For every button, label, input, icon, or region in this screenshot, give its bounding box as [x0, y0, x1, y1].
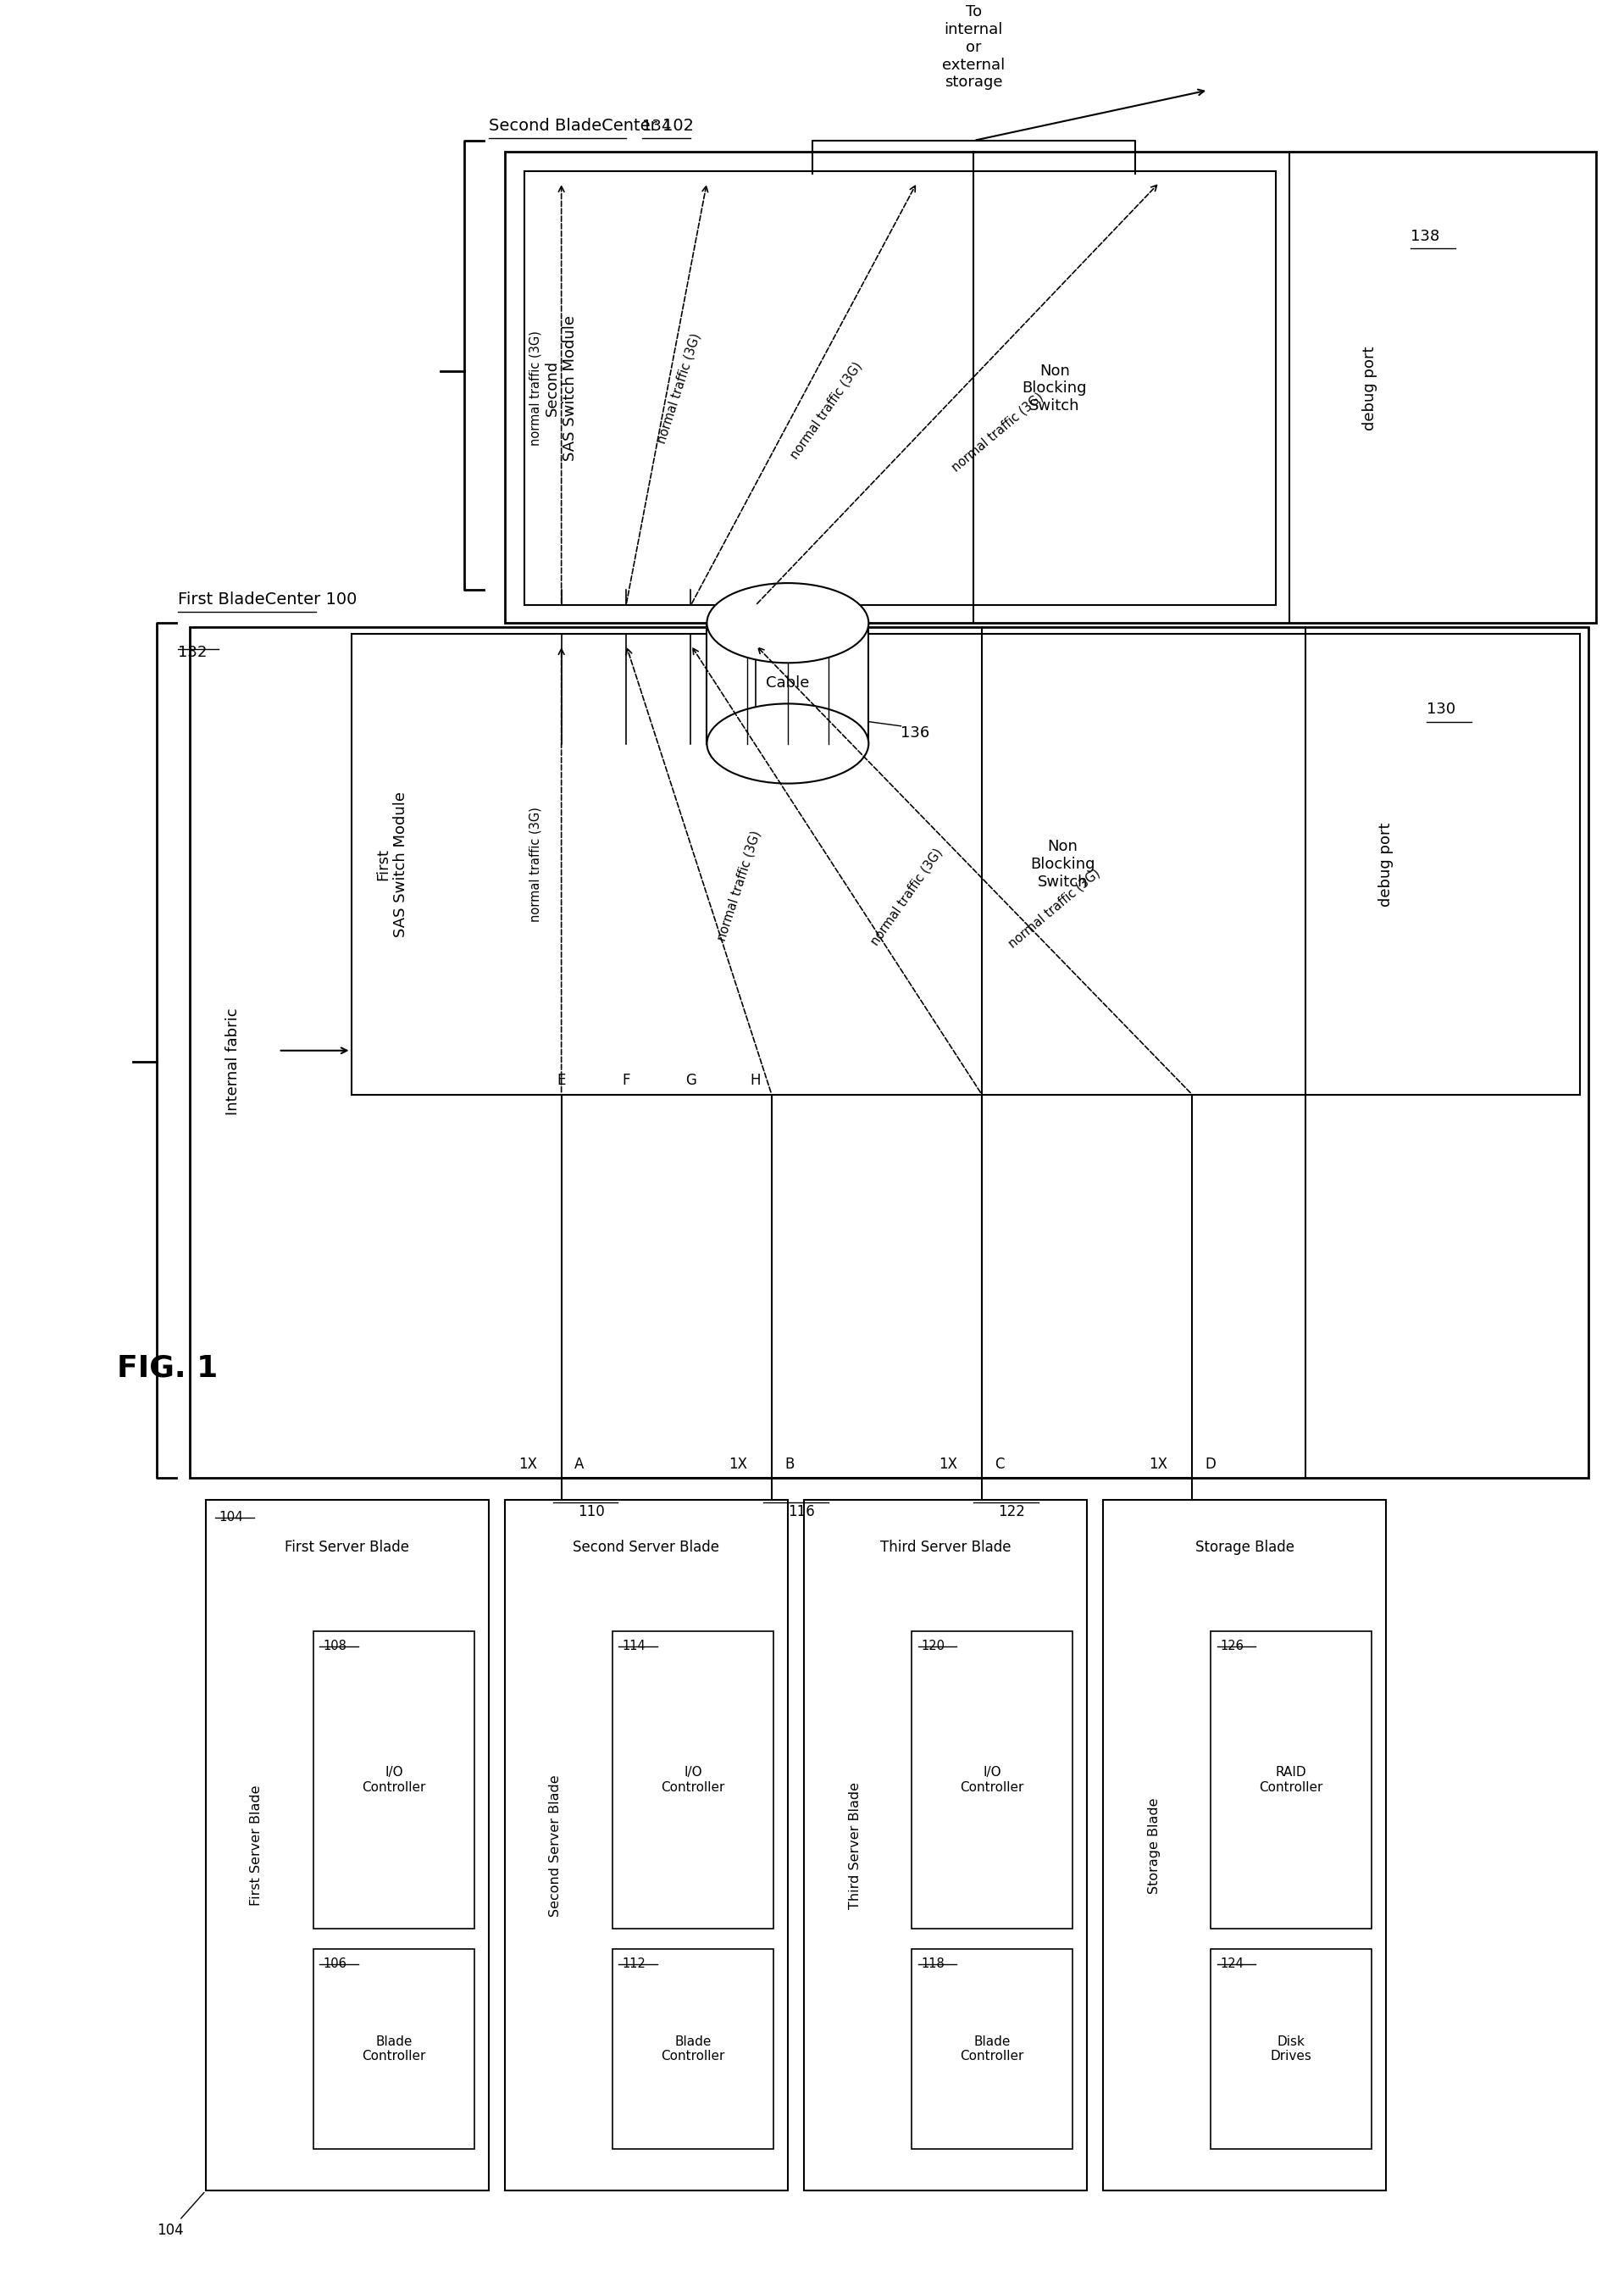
Text: Internal fabric: Internal fabric: [226, 1009, 240, 1116]
Text: 1X: 1X: [939, 1456, 958, 1472]
Text: normal traffic (3G): normal traffic (3G): [869, 847, 945, 947]
Text: 114: 114: [622, 1641, 645, 1652]
Text: Second Server Blade: Second Server Blade: [549, 1775, 562, 1917]
Bar: [206, 1499, 489, 2191]
Text: normal traffic (3G): normal traffic (3G): [788, 361, 864, 461]
Text: I/O
Controller: I/O Controller: [362, 1766, 425, 1794]
Text: normal traffic (3G): normal traffic (3G): [1005, 867, 1103, 949]
Bar: [612, 1632, 773, 1928]
Text: 112: 112: [622, 1958, 646, 1969]
Text: 1X: 1X: [729, 1456, 747, 1472]
Bar: [804, 1499, 1086, 2191]
Text: Cable: Cable: [767, 675, 809, 691]
Text: 104: 104: [219, 1511, 244, 1524]
Text: 138: 138: [1410, 228, 1439, 244]
Text: 1X: 1X: [518, 1456, 538, 1472]
Text: normal traffic (3G): normal traffic (3G): [529, 806, 542, 922]
Text: Second BladeCenter 102: Second BladeCenter 102: [489, 119, 693, 135]
Bar: [1210, 1949, 1372, 2150]
Bar: [505, 151, 1596, 623]
Text: RAID
Controller: RAID Controller: [1259, 1766, 1324, 1794]
Text: First BladeCenter 100: First BladeCenter 100: [179, 591, 357, 607]
Text: Blade
Controller: Blade Controller: [661, 2036, 724, 2063]
Bar: [313, 1632, 474, 1928]
Text: I/O
Controller: I/O Controller: [960, 1766, 1025, 1794]
Text: Blade
Controller: Blade Controller: [960, 2036, 1025, 2063]
Text: normal traffic (3G): normal traffic (3G): [950, 390, 1046, 475]
Text: 134: 134: [641, 119, 671, 135]
Text: 118: 118: [921, 1958, 945, 1969]
Text: 130: 130: [1426, 703, 1455, 717]
Text: 136: 136: [901, 726, 931, 739]
Bar: [706, 623, 869, 744]
Text: FIG. 1: FIG. 1: [117, 1353, 218, 1383]
Text: debug port: debug port: [1363, 347, 1377, 431]
Text: Third Server Blade: Third Server Blade: [848, 1782, 861, 1910]
Bar: [351, 634, 1580, 1095]
Text: Non
Blocking
Switch: Non Blocking Switch: [1021, 363, 1086, 413]
Bar: [505, 1499, 788, 2191]
Text: I/O
Controller: I/O Controller: [661, 1766, 724, 1794]
Bar: [911, 1632, 1073, 1928]
Ellipse shape: [706, 703, 869, 783]
Text: Third Server Blade: Third Server Blade: [880, 1540, 1010, 1554]
Text: H: H: [750, 1073, 760, 1089]
Text: First Server Blade: First Server Blade: [284, 1540, 409, 1554]
Text: B: B: [784, 1456, 794, 1472]
Text: Storage Blade: Storage Blade: [1148, 1798, 1160, 1894]
Text: First
SAS Switch Module: First SAS Switch Module: [375, 792, 408, 938]
Text: normal traffic (3G): normal traffic (3G): [654, 331, 703, 445]
Text: Second
SAS Switch Module: Second SAS Switch Module: [546, 315, 578, 461]
Bar: [313, 1949, 474, 2150]
Text: 108: 108: [323, 1641, 346, 1652]
Bar: [1210, 1632, 1372, 1928]
Bar: [1103, 1499, 1385, 2191]
Text: 110: 110: [578, 1504, 604, 1520]
Text: G: G: [685, 1073, 697, 1089]
Text: 122: 122: [999, 1504, 1025, 1520]
Text: 1X: 1X: [1150, 1456, 1168, 1472]
Text: Blade
Controller: Blade Controller: [362, 2036, 425, 2063]
Text: debug port: debug port: [1379, 822, 1393, 906]
Bar: [612, 1949, 773, 2150]
Bar: [525, 171, 1276, 605]
Text: Non
Blocking
Switch: Non Blocking Switch: [1030, 840, 1095, 890]
Text: D: D: [1205, 1456, 1216, 1472]
Text: 104: 104: [158, 2193, 205, 2239]
Text: A: A: [575, 1456, 585, 1472]
Text: 132: 132: [179, 646, 208, 659]
Text: Second Server Blade: Second Server Blade: [573, 1540, 719, 1554]
Text: To
internal
or
external
storage: To internal or external storage: [942, 5, 1005, 91]
Text: 124: 124: [1220, 1958, 1244, 1969]
Text: 120: 120: [921, 1641, 945, 1652]
Text: C: C: [996, 1456, 1005, 1472]
Bar: [190, 628, 1588, 1479]
Text: 106: 106: [323, 1958, 346, 1969]
Text: First Server Blade: First Server Blade: [250, 1785, 263, 1905]
Text: F: F: [622, 1073, 630, 1089]
Text: E: E: [557, 1073, 565, 1089]
Text: Disk
Drives: Disk Drives: [1270, 2036, 1312, 2063]
Ellipse shape: [706, 584, 869, 662]
Text: 126: 126: [1220, 1641, 1244, 1652]
Text: Storage Blade: Storage Blade: [1195, 1540, 1294, 1554]
Text: 116: 116: [788, 1504, 815, 1520]
Text: normal traffic (3G): normal traffic (3G): [529, 331, 542, 445]
Text: normal traffic (3G): normal traffic (3G): [715, 828, 763, 942]
Bar: [911, 1949, 1073, 2150]
